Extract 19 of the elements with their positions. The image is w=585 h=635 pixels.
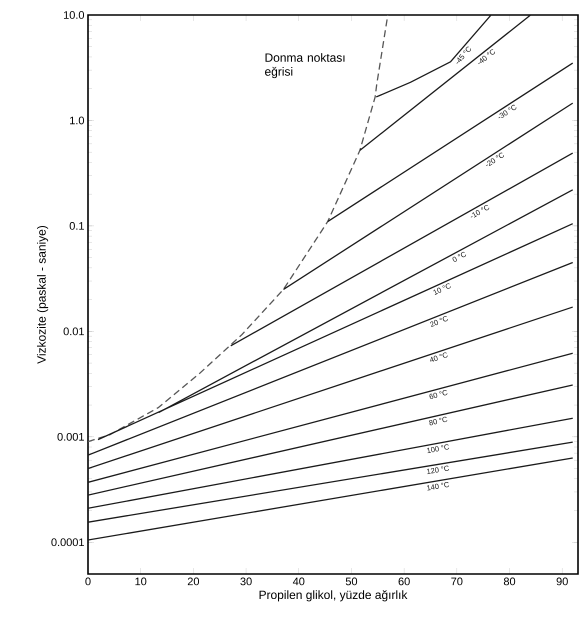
y-tick-label: 1.0 [70,116,84,124]
x-tick-label: 80 [504,578,516,586]
y-tick-label: 0.1 [70,222,84,230]
x-tick-label: 20 [188,578,200,586]
x-tick-label: 50 [346,578,358,586]
x-tick-label: 10 [135,578,146,586]
x-tick-label: 90 [556,578,568,586]
x-tick-label: 0 [85,578,91,586]
y-tick-label: 0.0001 [51,538,84,546]
x-tick-label: 40 [292,578,304,586]
x-tick-label: 60 [398,578,410,586]
y-axis-title: Vizkozite (paskal - saniye) [36,226,48,364]
x-tick-label: 30 [240,578,252,586]
y-tick-label: 10.0 [64,11,84,19]
x-axis-title: Propilen glikol, yüzde ağırlık [260,590,408,602]
annotation: Donma noktası eğrisi [265,53,344,78]
x-tick-label: 70 [451,578,462,586]
y-tick-label: 0.001 [57,432,84,441]
y-tick-label: 0.01 [64,327,84,336]
